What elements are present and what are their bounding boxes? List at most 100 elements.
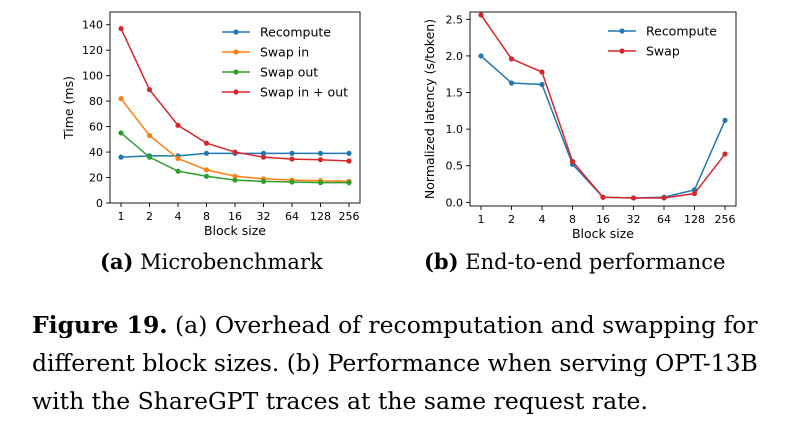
data-point-swap	[691, 190, 698, 197]
x-tick-label: 16	[228, 210, 242, 223]
plot-frame	[469, 11, 737, 207]
y-tick-label: 0.0	[446, 196, 464, 209]
data-point-swap-out	[118, 130, 124, 136]
data-point-swap-in	[203, 167, 210, 173]
data-point-swap-out	[232, 177, 238, 183]
x-tick-label: 128	[684, 213, 705, 226]
caption-text: (a) Overhead of recomputation and swappi…	[32, 311, 758, 415]
x-tick-label: 1	[118, 210, 125, 223]
data-point-swap-in	[118, 95, 124, 102]
legend-marker-swap-out	[233, 69, 239, 75]
caption-label: Figure 19.	[32, 311, 168, 339]
data-point-swap-in-out	[232, 149, 238, 155]
y-axis-label: Normalized latency (s/token)	[422, 19, 437, 199]
legend-label-swap: Swap	[646, 44, 680, 59]
y-tick-label: 2.5	[446, 13, 464, 26]
data-point-swap	[539, 69, 545, 75]
subcaption-a-text: Microbenchmark	[140, 250, 323, 274]
x-tick-label: 2	[146, 210, 153, 223]
data-point-recompute	[260, 150, 267, 156]
y-tick-label: 60	[89, 121, 103, 134]
x-tick-label: 4	[175, 210, 182, 223]
y-tick-label: 0.5	[446, 160, 464, 173]
x-axis-label: Block size	[204, 223, 266, 238]
subcaption-b-tag: (b)	[424, 249, 459, 274]
data-point-swap-out	[146, 154, 153, 160]
series-line-swap-in	[120, 98, 350, 183]
data-point-recompute	[539, 81, 545, 88]
figure-caption: Figure 19. (a) Overhead of recomputation…	[32, 306, 772, 420]
subcaption-b-text: End-to-end performance	[465, 250, 726, 274]
x-axis-label: Block size	[572, 226, 634, 241]
y-tick-label: 0	[96, 197, 103, 210]
data-point-swap	[630, 195, 637, 201]
y-tick-label: 1.5	[446, 87, 464, 100]
data-point-swap	[478, 12, 484, 18]
data-point-swap-out	[260, 178, 267, 184]
legend-marker-swap	[619, 48, 625, 54]
legend-marker-swap-in-out	[233, 89, 239, 95]
data-point-recompute	[203, 150, 210, 156]
x-tick-label: 64	[657, 213, 671, 226]
x-tick-label: 16	[596, 213, 610, 226]
data-point-recompute	[722, 117, 728, 123]
chart-a-microbenchmark: 0 20 40 60 80 100 120 140 1 2 4 8 16 32 64 128 256 Block …	[61, 11, 361, 238]
legend-marker-recompute	[233, 29, 239, 35]
y-tick-label: 80	[89, 95, 103, 108]
y-tick-label: 20	[89, 172, 103, 185]
data-point-swap-in	[146, 132, 153, 139]
data-point-swap-out	[203, 173, 210, 179]
subcaption-a: (a) Microbenchmark	[100, 249, 323, 274]
data-point-swap-in-out	[260, 154, 267, 160]
data-point-recompute	[346, 150, 352, 156]
x-tick-label: 256	[715, 213, 736, 226]
x-tick-label: 4	[539, 213, 546, 226]
x-tick-label: 64	[285, 210, 299, 223]
y-tick-label: 120	[82, 44, 103, 57]
y-tick-label: 100	[82, 70, 103, 83]
x-tick-label: 8	[569, 213, 576, 226]
data-point-swap	[661, 195, 667, 201]
data-point-swap	[722, 151, 728, 157]
series-line-swap	[480, 14, 726, 199]
data-point-swap-in-out	[118, 25, 124, 32]
data-point-swap-out	[289, 179, 295, 185]
x-tick-label: 2	[508, 213, 515, 226]
data-point-recompute	[317, 150, 324, 156]
data-point-swap-out	[175, 168, 181, 174]
data-point-swap-in-out	[346, 158, 352, 164]
legend-label-swap-in: Swap in	[260, 45, 309, 60]
data-point-swap-in-out	[146, 87, 153, 93]
data-point-swap	[600, 194, 606, 200]
data-point-swap-in-out	[317, 157, 324, 163]
legend-label-swap-out: Swap out	[260, 65, 318, 80]
data-point-swap-out	[346, 180, 352, 186]
x-tick-label: 32	[257, 210, 271, 223]
x-tick-label: 8	[203, 210, 210, 223]
legend-label-recompute: Recompute	[646, 24, 717, 39]
data-point-swap-in-out	[203, 140, 210, 146]
legend-label-recompute: Recompute	[260, 25, 331, 40]
data-point-swap-out	[317, 180, 324, 186]
data-point-recompute	[118, 154, 124, 160]
x-tick-label: 32	[627, 213, 641, 226]
data-point-recompute	[508, 80, 515, 86]
data-point-swap	[508, 56, 515, 62]
y-tick-label: 1.0	[446, 123, 464, 136]
data-point-swap-in-out	[175, 122, 181, 128]
x-tick-label: 256	[339, 210, 360, 223]
legend-marker-swap-in	[233, 49, 239, 55]
y-tick-label: 2.0	[446, 50, 464, 63]
y-tick-label: 140	[82, 19, 103, 32]
y-axis-label: Time (ms)	[61, 76, 76, 140]
legend-marker-recompute	[619, 28, 625, 34]
data-point-swap-in-out	[289, 156, 295, 162]
data-point-swap-in	[175, 155, 181, 162]
legend-label-swap-in-out: Swap in + out	[260, 85, 348, 100]
x-tick-label: 128	[310, 210, 331, 223]
data-point-recompute	[289, 150, 295, 156]
x-tick-label: 1	[478, 213, 485, 226]
series-line-recompute	[480, 55, 726, 199]
subcaption-b: (b) End-to-end performance	[424, 249, 725, 274]
